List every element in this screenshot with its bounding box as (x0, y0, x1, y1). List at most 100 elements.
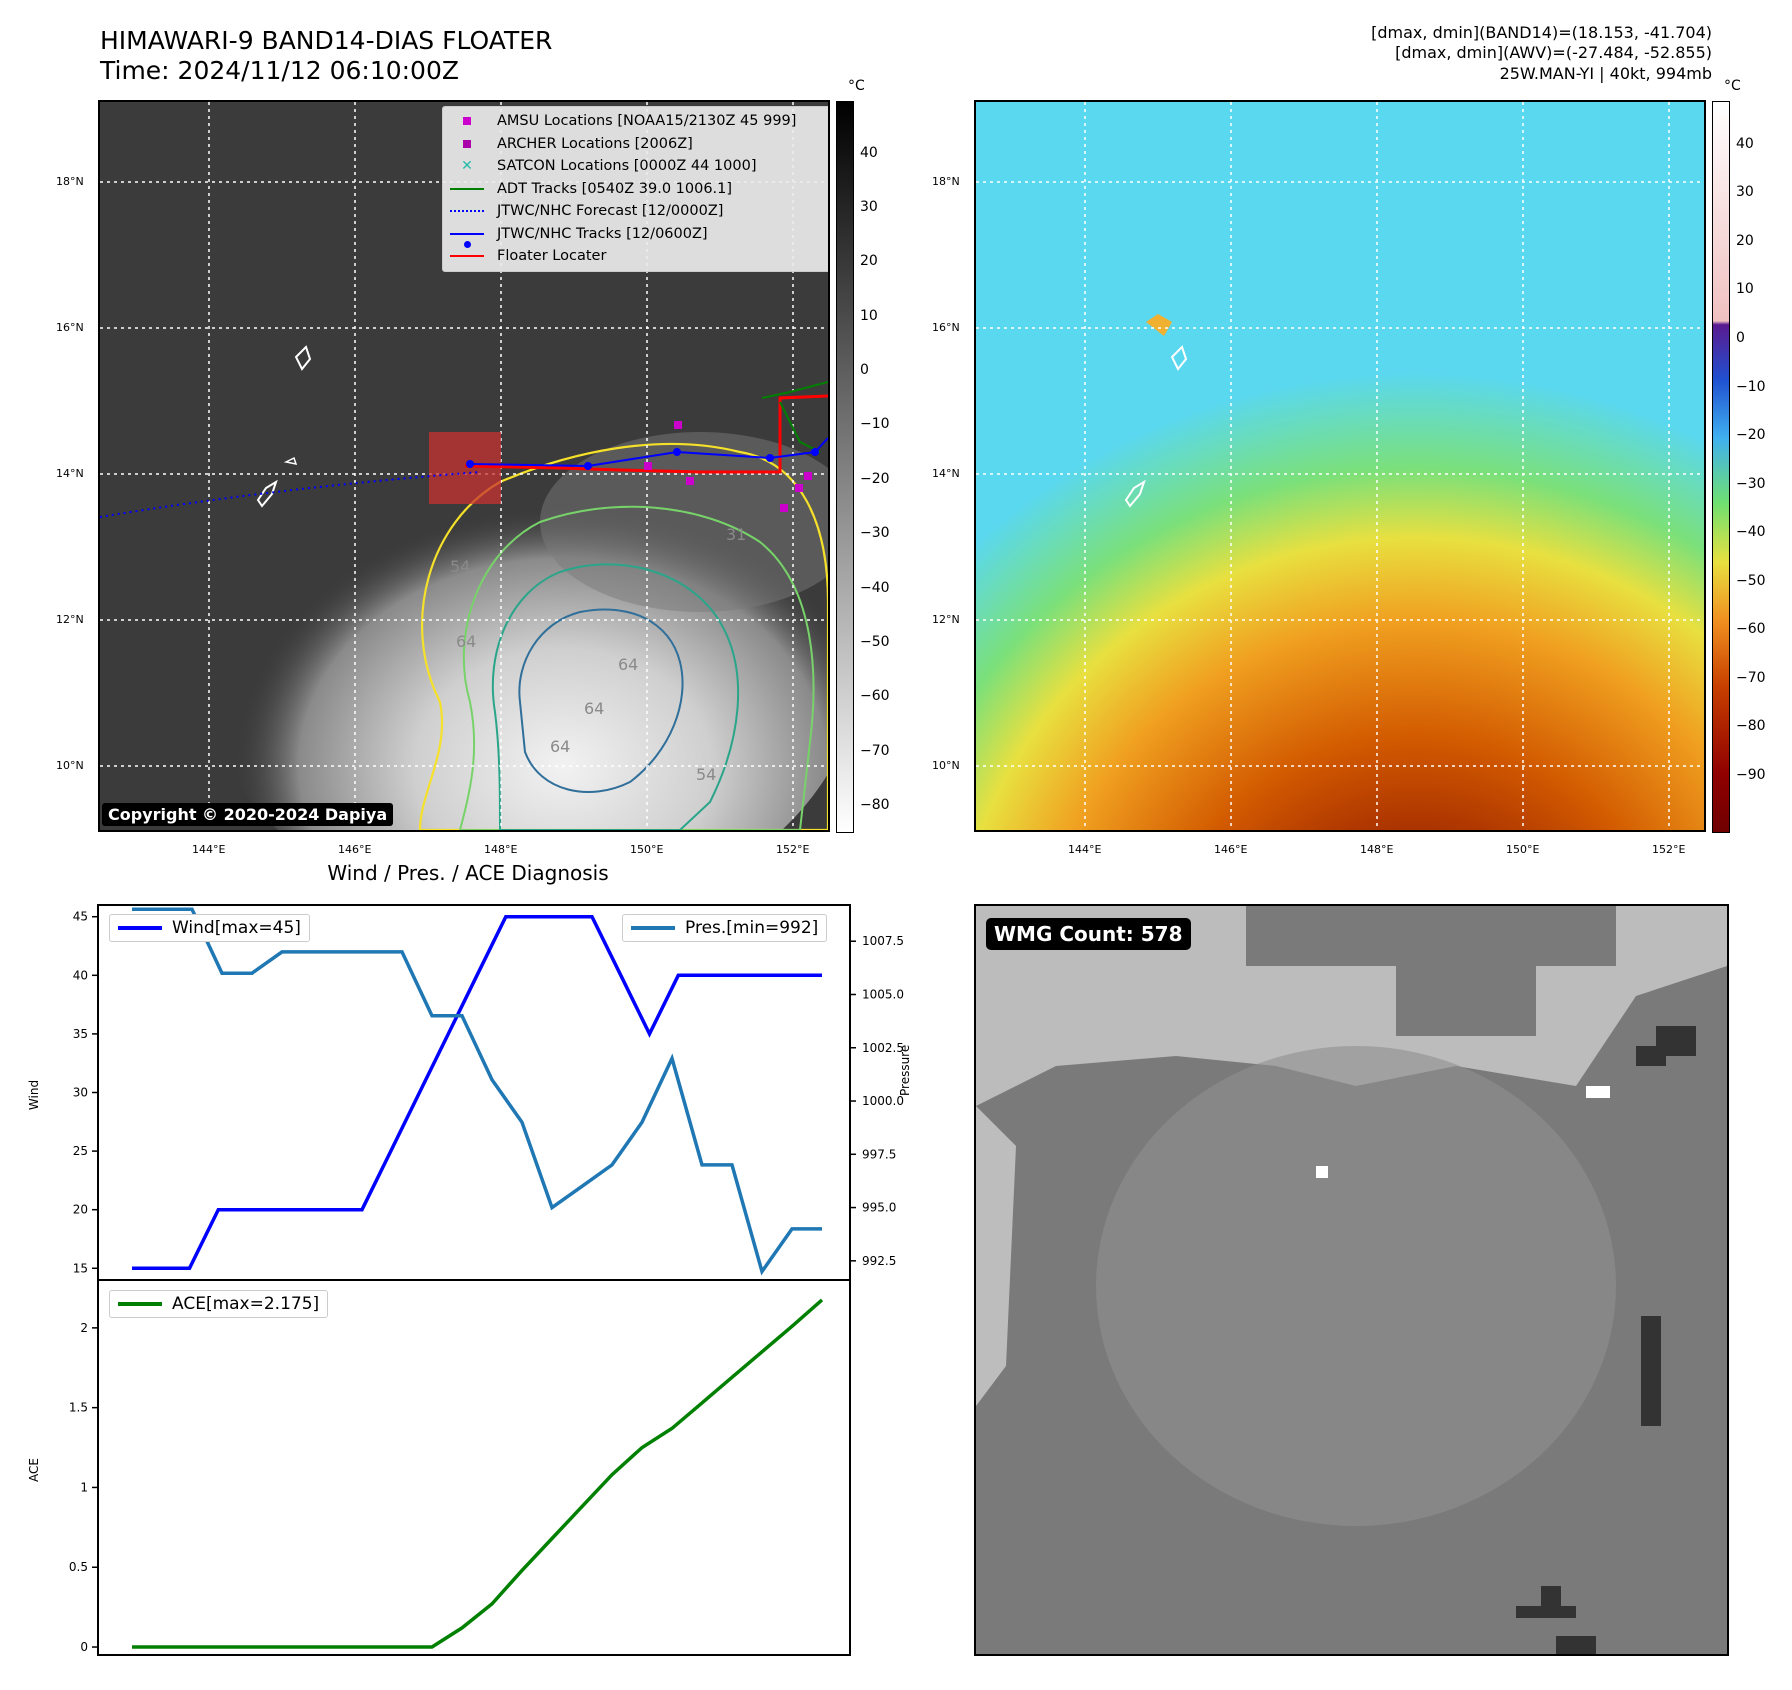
lat-lon-grid (976, 102, 1704, 830)
island-outline (1124, 479, 1146, 508)
wv-colorbar-unit: °C (1724, 78, 1741, 94)
pressure-legend: Pres.[min=992] (622, 914, 828, 942)
colorbar-tick-label: 10 (1736, 281, 1754, 298)
wmg-image (976, 906, 1727, 1654)
y-tick-label: 1 (80, 1480, 88, 1494)
wind-pressure-axes (97, 904, 851, 1281)
y-tick-label: 997.5 (862, 1147, 896, 1161)
colorbar-tick-label: −60 (1736, 621, 1766, 638)
colorbar-tick-label: 10 (860, 307, 878, 324)
contour-label: 64 (550, 737, 570, 756)
contour-yellow (418, 442, 828, 830)
wind-legend: Wind[max=45] (109, 914, 310, 942)
wv-satellite-panel (974, 100, 1706, 832)
legend-item-tracks: JTWC/NHC Tracks [12/0600Z] (447, 223, 828, 248)
colorbar-tick-label: 0 (860, 362, 869, 379)
jtwc-track-point (766, 454, 774, 462)
contour-label: 54 (696, 765, 716, 784)
wmg-bright-region (976, 1106, 1016, 1406)
colorbar-tick-label: 20 (1736, 232, 1754, 249)
x-marker-icon: ✕ (461, 158, 473, 175)
square-marker-icon (463, 139, 471, 148)
ace-axis-label: ACE (27, 1458, 41, 1482)
y-tick-label: 1.5 (69, 1401, 88, 1415)
y-tick-label: 45 (73, 910, 88, 924)
legend-item-forecast: JTWC/NHC Forecast [12/0000Z] (447, 200, 828, 223)
jtwc-track-point (673, 448, 681, 456)
wmg-dark-cell (1641, 1316, 1661, 1426)
line-dot-icon (450, 232, 484, 235)
wmg-bright-region (976, 906, 1727, 1106)
wmg-bright-cell (1586, 1086, 1610, 1098)
figure-title-line1: HIMAWARI-9 BAND14-DIAS FLOATER (100, 26, 553, 55)
y-tick-label: 992.5 (862, 1254, 896, 1268)
colorbar-tick-label: −40 (860, 579, 890, 596)
colorbar-tick-label: −60 (860, 688, 890, 705)
y-tick-label: 1007.5 (862, 934, 904, 948)
dotted-line-icon (450, 210, 484, 213)
colorbar-tick-label: −70 (1736, 669, 1766, 686)
pressure-line-icon (631, 926, 675, 930)
island-outline (283, 456, 298, 465)
colorbar-tick-label: 30 (1736, 184, 1754, 201)
y-tick-label: 0.5 (69, 1560, 88, 1574)
y-tick-label: 0 (80, 1640, 88, 1654)
island-outline (294, 345, 312, 371)
colorbar-tick-label: 40 (1736, 135, 1754, 152)
legend-item-satcon: ✕ SATCON Locations [0000Z 44 1000] (461, 158, 757, 175)
legend-item-floater: Floater Locater (447, 245, 828, 268)
meta-awv-range: [dmax, dmin](AWV)=(-27.484, -52.855) (1395, 43, 1712, 62)
wmg-dark-cell (1516, 1606, 1576, 1618)
colorbar-tick-label: −90 (1736, 766, 1766, 783)
amsu-marker (686, 477, 694, 485)
colorbar-tick-label: 40 (860, 144, 878, 161)
wmg-dark-cell (1556, 1636, 1596, 1654)
copyright-label: Copyright © 2020-2024 Dapiya (102, 803, 394, 826)
contour-blue (518, 608, 684, 793)
y-tick-label: 15 (73, 1261, 88, 1275)
contour-label: 31 (726, 525, 746, 544)
ir-legend: AMSU Locations [NOAA15/2130Z 45 999] ARC… (442, 106, 828, 272)
wmg-count-label: WMG Count: 578 (986, 918, 1191, 950)
amsu-marker (780, 504, 788, 512)
jtwc-track-point (811, 448, 819, 456)
wv-colorbar (1712, 101, 1730, 833)
contour-green (458, 505, 815, 830)
series-line (132, 914, 822, 1271)
colorbar-tick-label: −10 (860, 416, 890, 433)
ace-axis-ticks: 0 0.5 1 1.5 2 (69, 1321, 98, 1654)
wmg-dark-cell (1541, 1586, 1561, 1606)
wmg-panel: WMG Count: 578 (974, 904, 1729, 1656)
diagnosis-title: Wind / Pres. / ACE Diagnosis (327, 861, 609, 885)
colorbar-tick-label: −70 (860, 742, 890, 759)
y-tick-label: 1005.0 (862, 987, 904, 1001)
pressure-axis-label-text: Pressure (898, 1044, 912, 1096)
floater-locater-track (464, 394, 828, 474)
colorbar-tick-label: −80 (1736, 718, 1766, 735)
wind-line-icon (118, 926, 162, 930)
colorbar-tick-label: 0 (1736, 329, 1745, 346)
ir-satellite-panel: 54 64 64 64 54 31 64 (98, 100, 830, 832)
wind-axis-label: Wind (27, 1080, 41, 1110)
colorbar-tick-label: −20 (860, 470, 890, 487)
jtwc-track-point (584, 462, 592, 470)
wv-cloud-patch (1146, 314, 1172, 336)
jtwc-track-point (466, 460, 474, 468)
pressure-axis-ticks: 992.5 995.0 997.5 1000.0 1002.5 1005.0 1007.5 (850, 934, 904, 1268)
wmg-mid-region (1096, 1046, 1616, 1526)
island-outline (256, 479, 278, 508)
wv-satellite-image (976, 102, 1704, 830)
archer-marker (795, 484, 803, 492)
amsu-marker (674, 421, 682, 429)
colorbar-tick-label: −30 (860, 525, 890, 542)
y-tick-label: 1000.0 (862, 1094, 904, 1108)
wind-axis-ticks: 15 20 25 30 35 40 45 (73, 910, 98, 1275)
archer-marker (644, 462, 652, 470)
ace-line-icon (118, 1302, 162, 1306)
y-tick-label: 25 (73, 1144, 88, 1158)
contour-label: 64 (618, 655, 638, 674)
archer-marker (804, 472, 812, 480)
legend-item-archer: ARCHER Locations [2006Z] (447, 133, 828, 156)
colorbar-tick-label: −30 (1736, 475, 1766, 492)
wmg-dark-cell (1636, 1046, 1666, 1066)
